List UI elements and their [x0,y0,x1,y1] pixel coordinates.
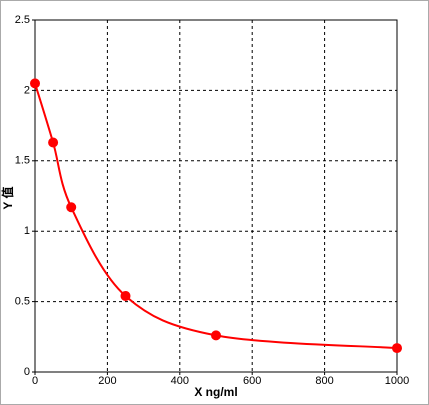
x-tick-label: 400 [171,375,189,387]
point [120,290,131,301]
plot-border [34,19,398,373]
point [48,137,59,148]
y-tick-label: 2.5 [15,14,30,26]
y-axis-label: Y 值 [0,186,15,209]
y-tick-label: 0 [24,366,30,378]
point [392,343,402,354]
point [211,330,221,341]
y-tick-label: 2 [24,84,30,96]
x-tick-label: 200 [98,375,116,387]
point [66,202,77,213]
y-tick-label: 1.5 [15,155,30,167]
x-axis-label: X ng/ml [194,385,237,399]
point [30,78,40,89]
x-tick-label: 1000 [385,375,409,387]
plot-area [35,20,397,372]
x-tick-label: 600 [243,375,261,387]
y-tick-label: 1 [24,225,30,237]
y-tick-label: 0.5 [15,296,30,308]
x-tick-label: 0 [32,375,38,387]
x-tick-label: 800 [315,375,333,387]
